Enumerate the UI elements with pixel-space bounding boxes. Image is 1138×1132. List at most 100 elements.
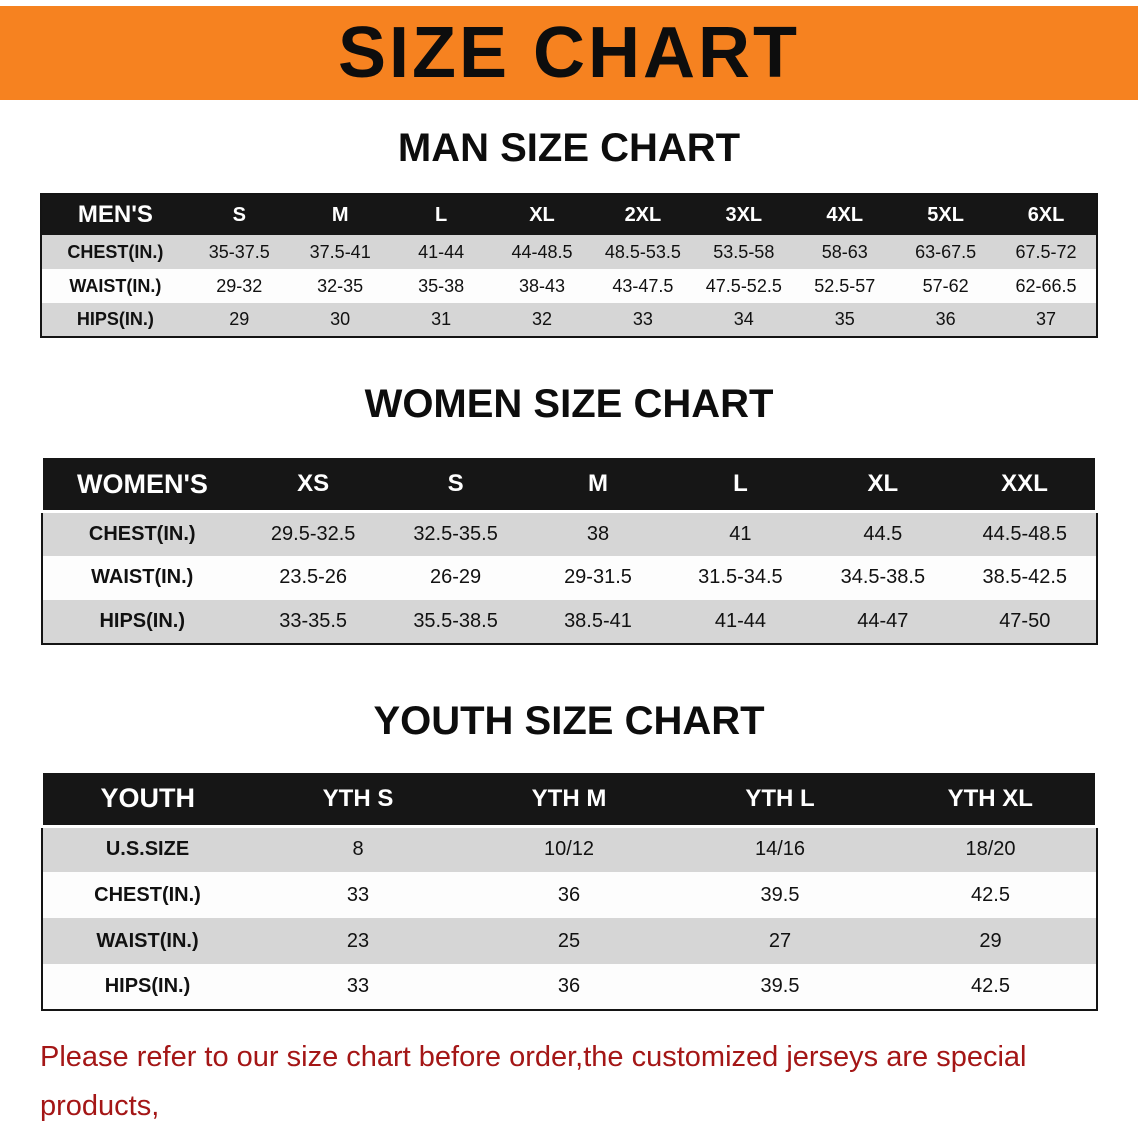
table-row: U.S.SIZE 8 10/12 14/16 18/20: [41, 826, 1097, 872]
value-cell: 34: [733, 309, 754, 329]
value-cell: 33-35.5: [279, 609, 348, 632]
value-cell: 23: [346, 929, 370, 952]
value-cell: 29: [979, 929, 1002, 952]
size-header-cell: 4XL: [794, 194, 896, 235]
value-cell: 25: [557, 929, 581, 952]
men-table-wrap: MEN'S S M L XL 2XL 3XL 4XL 5XL 6XL CHEST(IN.) 35-37…: [40, 193, 1098, 338]
table-row: HIPS(IN.) 29 30 31 32 33 34 35 36 37: [41, 303, 1097, 337]
table-title-cell: YOUTH: [40, 769, 253, 828]
section-men: MAN SIZE CHART MEN'S S M L XL 2XL 3XL 4XL 5XL 6XL…: [0, 126, 1138, 338]
value-cell: 38.5-41: [564, 609, 632, 632]
value-cell: 41-44: [418, 241, 465, 262]
value-cell: 35: [834, 309, 855, 329]
value-cell: 32-35: [317, 275, 364, 296]
table-row: HIPS(IN.) 33-35.5 35.5-38.5 38.5-41 41-44 44-…: [41, 599, 1097, 644]
women-table-wrap: WOMEN'S XS S M L XL XXL CHEST(IN.) 29.5-32.5 32.5…: [39, 455, 1099, 645]
size-header-cell: YTH S: [252, 769, 464, 828]
table-row: HIPS(IN.) 33 36 39.5 42.5: [41, 964, 1097, 1010]
size-header-cell: YTH L: [674, 769, 886, 828]
table-row: CHEST(IN.) 33 36 39.5 42.5: [41, 872, 1097, 918]
size-header-cell: 6XL: [996, 194, 1097, 235]
size-header-cell: S: [188, 194, 290, 235]
table-head: MEN'S S M L XL 2XL 3XL 4XL 5XL 6XL: [41, 194, 1097, 235]
value-cell: 38: [586, 522, 610, 545]
value-cell: 36: [557, 883, 581, 906]
table-row: WAIST(IN.) 23.5-26 26-29 29-31.5 31.5-34.5 34…: [41, 555, 1097, 600]
size-header-cell: L: [390, 194, 492, 235]
row-label-cell: HIPS(IN.): [99, 609, 185, 632]
value-cell: 33: [632, 309, 653, 329]
youth-section-heading: YOUTH SIZE CHART: [373, 698, 765, 743]
row-label-cell: WAIST(IN.): [91, 566, 194, 588]
value-cell: 41-44: [714, 609, 766, 632]
row-label-cell: HIPS(IN.): [76, 309, 154, 329]
youth-size-table: YOUTH YTH S YTH M YTH L YTH XL U.S.SIZE 8 10/12…: [40, 769, 1098, 1011]
footer-line-1: Please refer to our size chart before or…: [40, 1041, 1027, 1123]
value-cell: 29-31.5: [564, 566, 632, 588]
table-header-row: YOUTH YTH S YTH M YTH L YTH XL: [40, 769, 1098, 828]
table-row: WAIST(IN.) 29-32 32-35 35-38 38-43 43-47.5 47.…: [41, 269, 1097, 303]
value-cell: 8: [352, 838, 364, 861]
value-cell: 63-67.5: [915, 241, 977, 262]
value-cell: 42.5: [971, 883, 1010, 906]
value-cell: 39.5: [760, 975, 800, 997]
value-cell: 14/16: [754, 838, 806, 861]
value-cell: 37: [1036, 309, 1057, 329]
size-header-cell: M: [289, 194, 391, 235]
row-label-cell: CHEST(IN.): [88, 522, 196, 545]
section-youth: YOUTH SIZE CHART YOUTH YTH S YTH M YTH L YTH…: [0, 698, 1138, 1011]
value-cell: 47-50: [999, 609, 1051, 632]
table-row: CHEST(IN.) 29.5-32.5 32.5-35.5 38 41 44.5 44.5…: [41, 511, 1097, 556]
value-cell: 47.5-52.5: [705, 275, 782, 296]
value-cell: 29-32: [216, 275, 263, 296]
value-cell: 18/20: [965, 838, 1016, 861]
row-label-cell: WAIST(IN.): [69, 275, 162, 296]
table-header-row: WOMEN'S XS S M L XL XXL: [39, 455, 1099, 513]
value-cell: 31.5-34.5: [698, 566, 783, 588]
women-size-table: WOMEN'S XS S M L XL XXL CHEST(IN.) 29.5-32.5 32.5…: [39, 455, 1099, 645]
value-cell: 29.5-32.5: [270, 522, 356, 545]
value-cell: 58-63: [821, 241, 868, 262]
row-label-cell: CHEST(IN.): [94, 883, 201, 906]
value-cell: 36: [557, 975, 581, 997]
row-label-cell: CHEST(IN.): [67, 241, 164, 262]
value-cell: 41: [729, 522, 752, 545]
value-cell: 23.5-26: [279, 566, 348, 588]
value-cell: 44-47: [857, 609, 909, 632]
table-head: WOMEN'S XS S M L XL XXL: [39, 455, 1099, 513]
value-cell: 57-62: [922, 275, 969, 296]
table-header-row: MEN'S S M L XL 2XL 3XL 4XL 5XL 6XL: [41, 194, 1097, 235]
value-cell: 37.5-41: [309, 241, 371, 262]
table-head: YOUTH YTH S YTH M YTH L YTH XL: [40, 769, 1098, 828]
size-header-cell: 3XL: [693, 194, 795, 235]
size-header-cell: L: [669, 455, 812, 513]
size-header-cell: 5XL: [895, 194, 997, 235]
size-header-cell: XS: [241, 455, 385, 513]
row-label-cell: WAIST(IN.): [96, 929, 199, 952]
value-cell: 42.5: [971, 975, 1010, 997]
value-cell: 44.5-48.5: [982, 522, 1068, 545]
value-cell: 38.5-42.5: [982, 566, 1068, 588]
value-cell: 43-47.5: [612, 275, 674, 296]
women-section-heading: WOMEN SIZE CHART: [364, 382, 774, 426]
footer-note: Please refer to our size chart before or…: [40, 1033, 1098, 1132]
value-cell: 36: [935, 309, 956, 329]
row-label-cell: HIPS(IN.): [104, 975, 191, 997]
value-cell: 33: [346, 975, 370, 997]
value-cell: 27: [768, 929, 792, 952]
value-cell: 39.5: [760, 883, 800, 906]
table-row: WAIST(IN.) 23 25 27 29: [41, 918, 1097, 964]
table-body: CHEST(IN.) 35-37.5 37.5-41 41-44 44-48.5 48.5…: [41, 235, 1097, 337]
value-cell: 35.5-38.5: [413, 609, 498, 632]
value-cell: 48.5-53.5: [604, 241, 681, 262]
value-cell: 35-38: [418, 275, 465, 296]
table-body: U.S.SIZE 8 10/12 14/16 18/20 CHEST(IN.) 33 36 39…: [41, 826, 1097, 1010]
value-cell: 32: [531, 309, 553, 329]
value-cell: 10/12: [543, 838, 595, 861]
size-header-cell: XXL: [954, 455, 1099, 513]
value-cell: 44-48.5: [511, 241, 573, 262]
size-header-cell: XL: [811, 455, 955, 513]
value-cell: 30: [330, 309, 351, 329]
banner: SIZE CHART: [0, 6, 1138, 100]
table-title-cell: WOMEN'S: [39, 455, 242, 513]
